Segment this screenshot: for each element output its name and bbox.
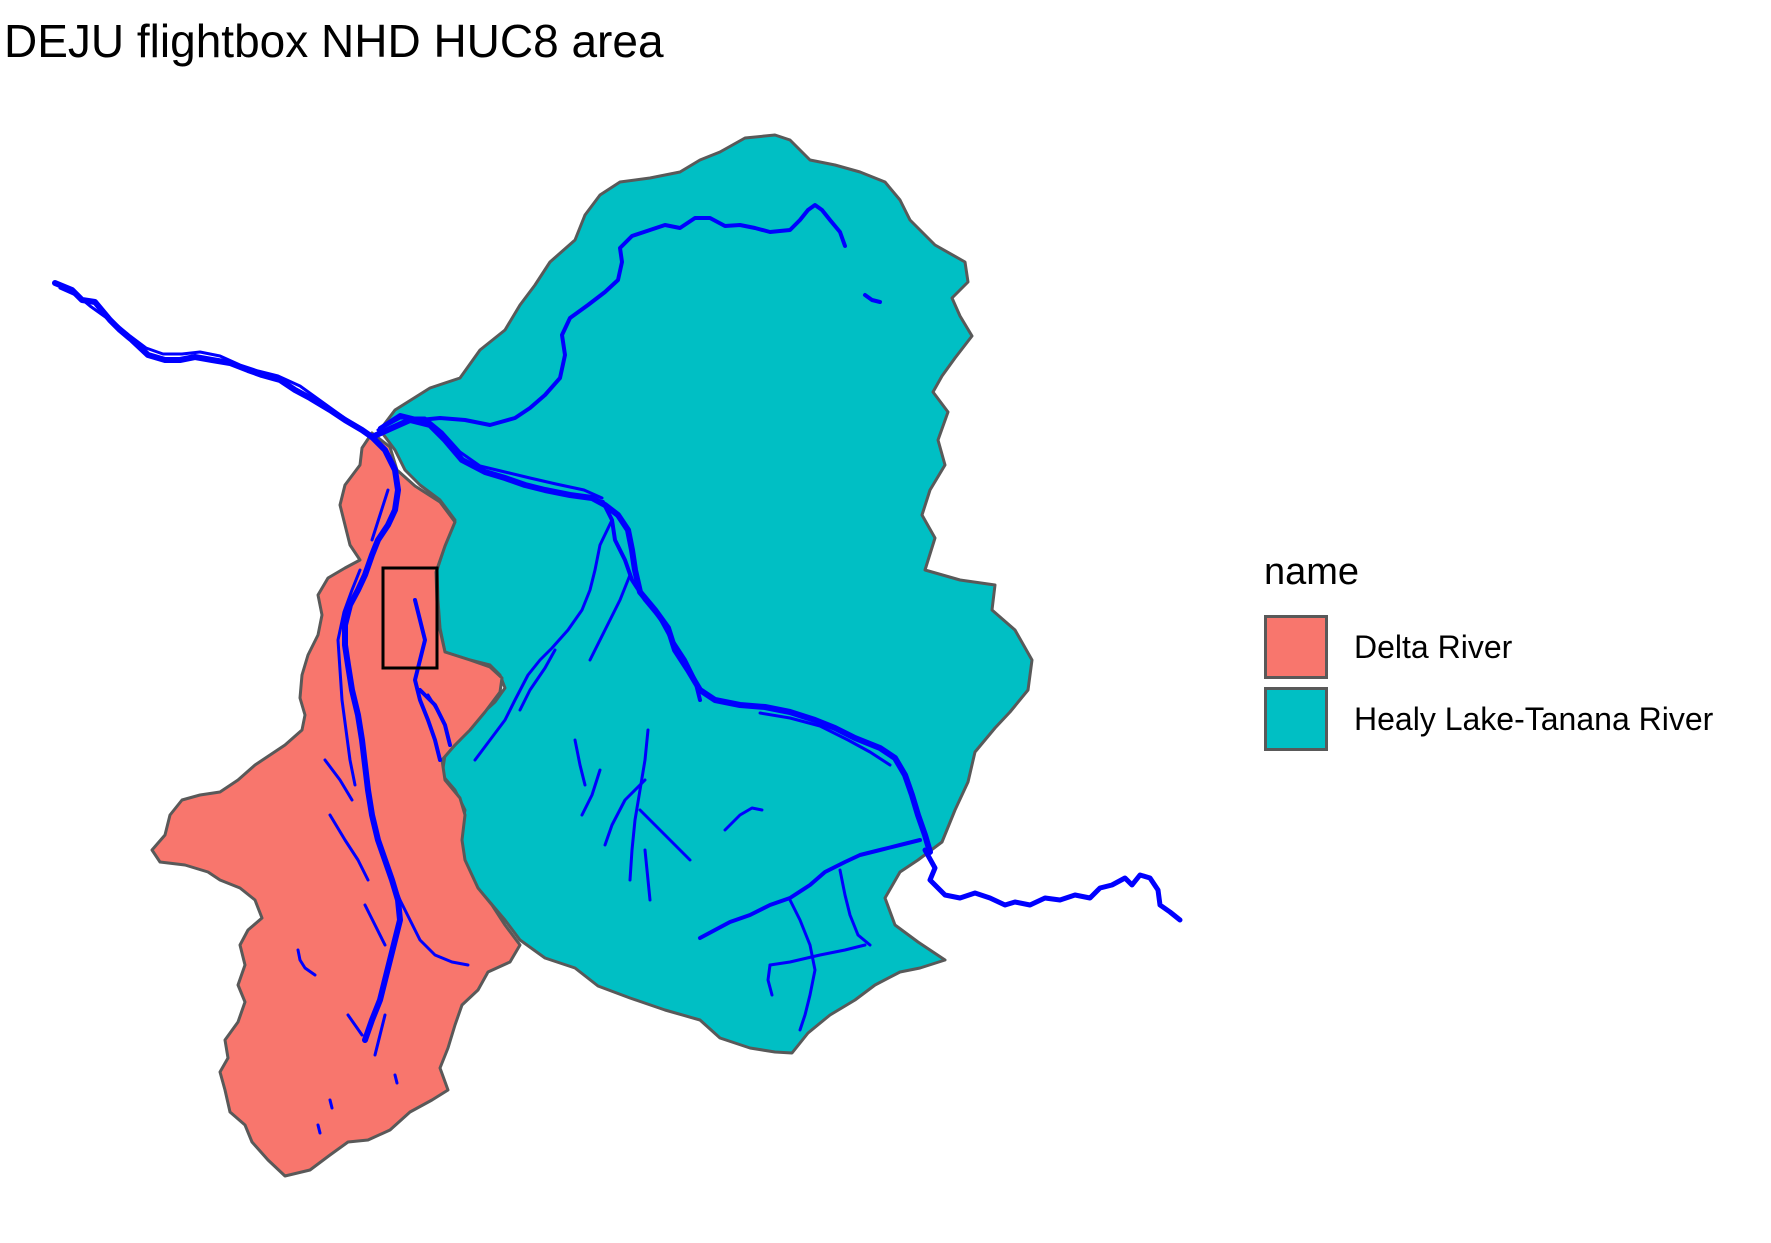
legend-label-healy-lake-tanana-river: Healy Lake-Tanana River xyxy=(1354,700,1714,737)
legend-item-delta-river: Delta River xyxy=(1264,611,1713,683)
legend-key-healy-lake-tanana-river xyxy=(1264,687,1328,751)
flowline-southeast-tributary xyxy=(698,838,922,940)
map-title: DEJU flightbox NHD HUC8 area xyxy=(4,15,664,67)
flowline-north-tributary xyxy=(378,203,847,430)
legend-title: name xyxy=(1264,551,1360,593)
legend-item-healy-lake-tanana-river: Healy Lake-Tanana River xyxy=(1264,683,1713,755)
flowline-tanana-river-east xyxy=(922,847,1183,923)
basin-delta-river xyxy=(150,431,522,1178)
flowline-central-tributary xyxy=(601,500,702,702)
flowline-tanana-river-west xyxy=(52,280,375,440)
legend-label-delta-river: Delta River xyxy=(1354,628,1513,665)
legend-key-delta-river xyxy=(1264,615,1328,679)
legend: name Delta River Healy Lake-Tanana River xyxy=(1264,553,1713,755)
flightbox-rectangle xyxy=(381,566,439,670)
flowline-delta-river-main xyxy=(342,434,403,1043)
river-flowlines xyxy=(52,203,1183,1135)
